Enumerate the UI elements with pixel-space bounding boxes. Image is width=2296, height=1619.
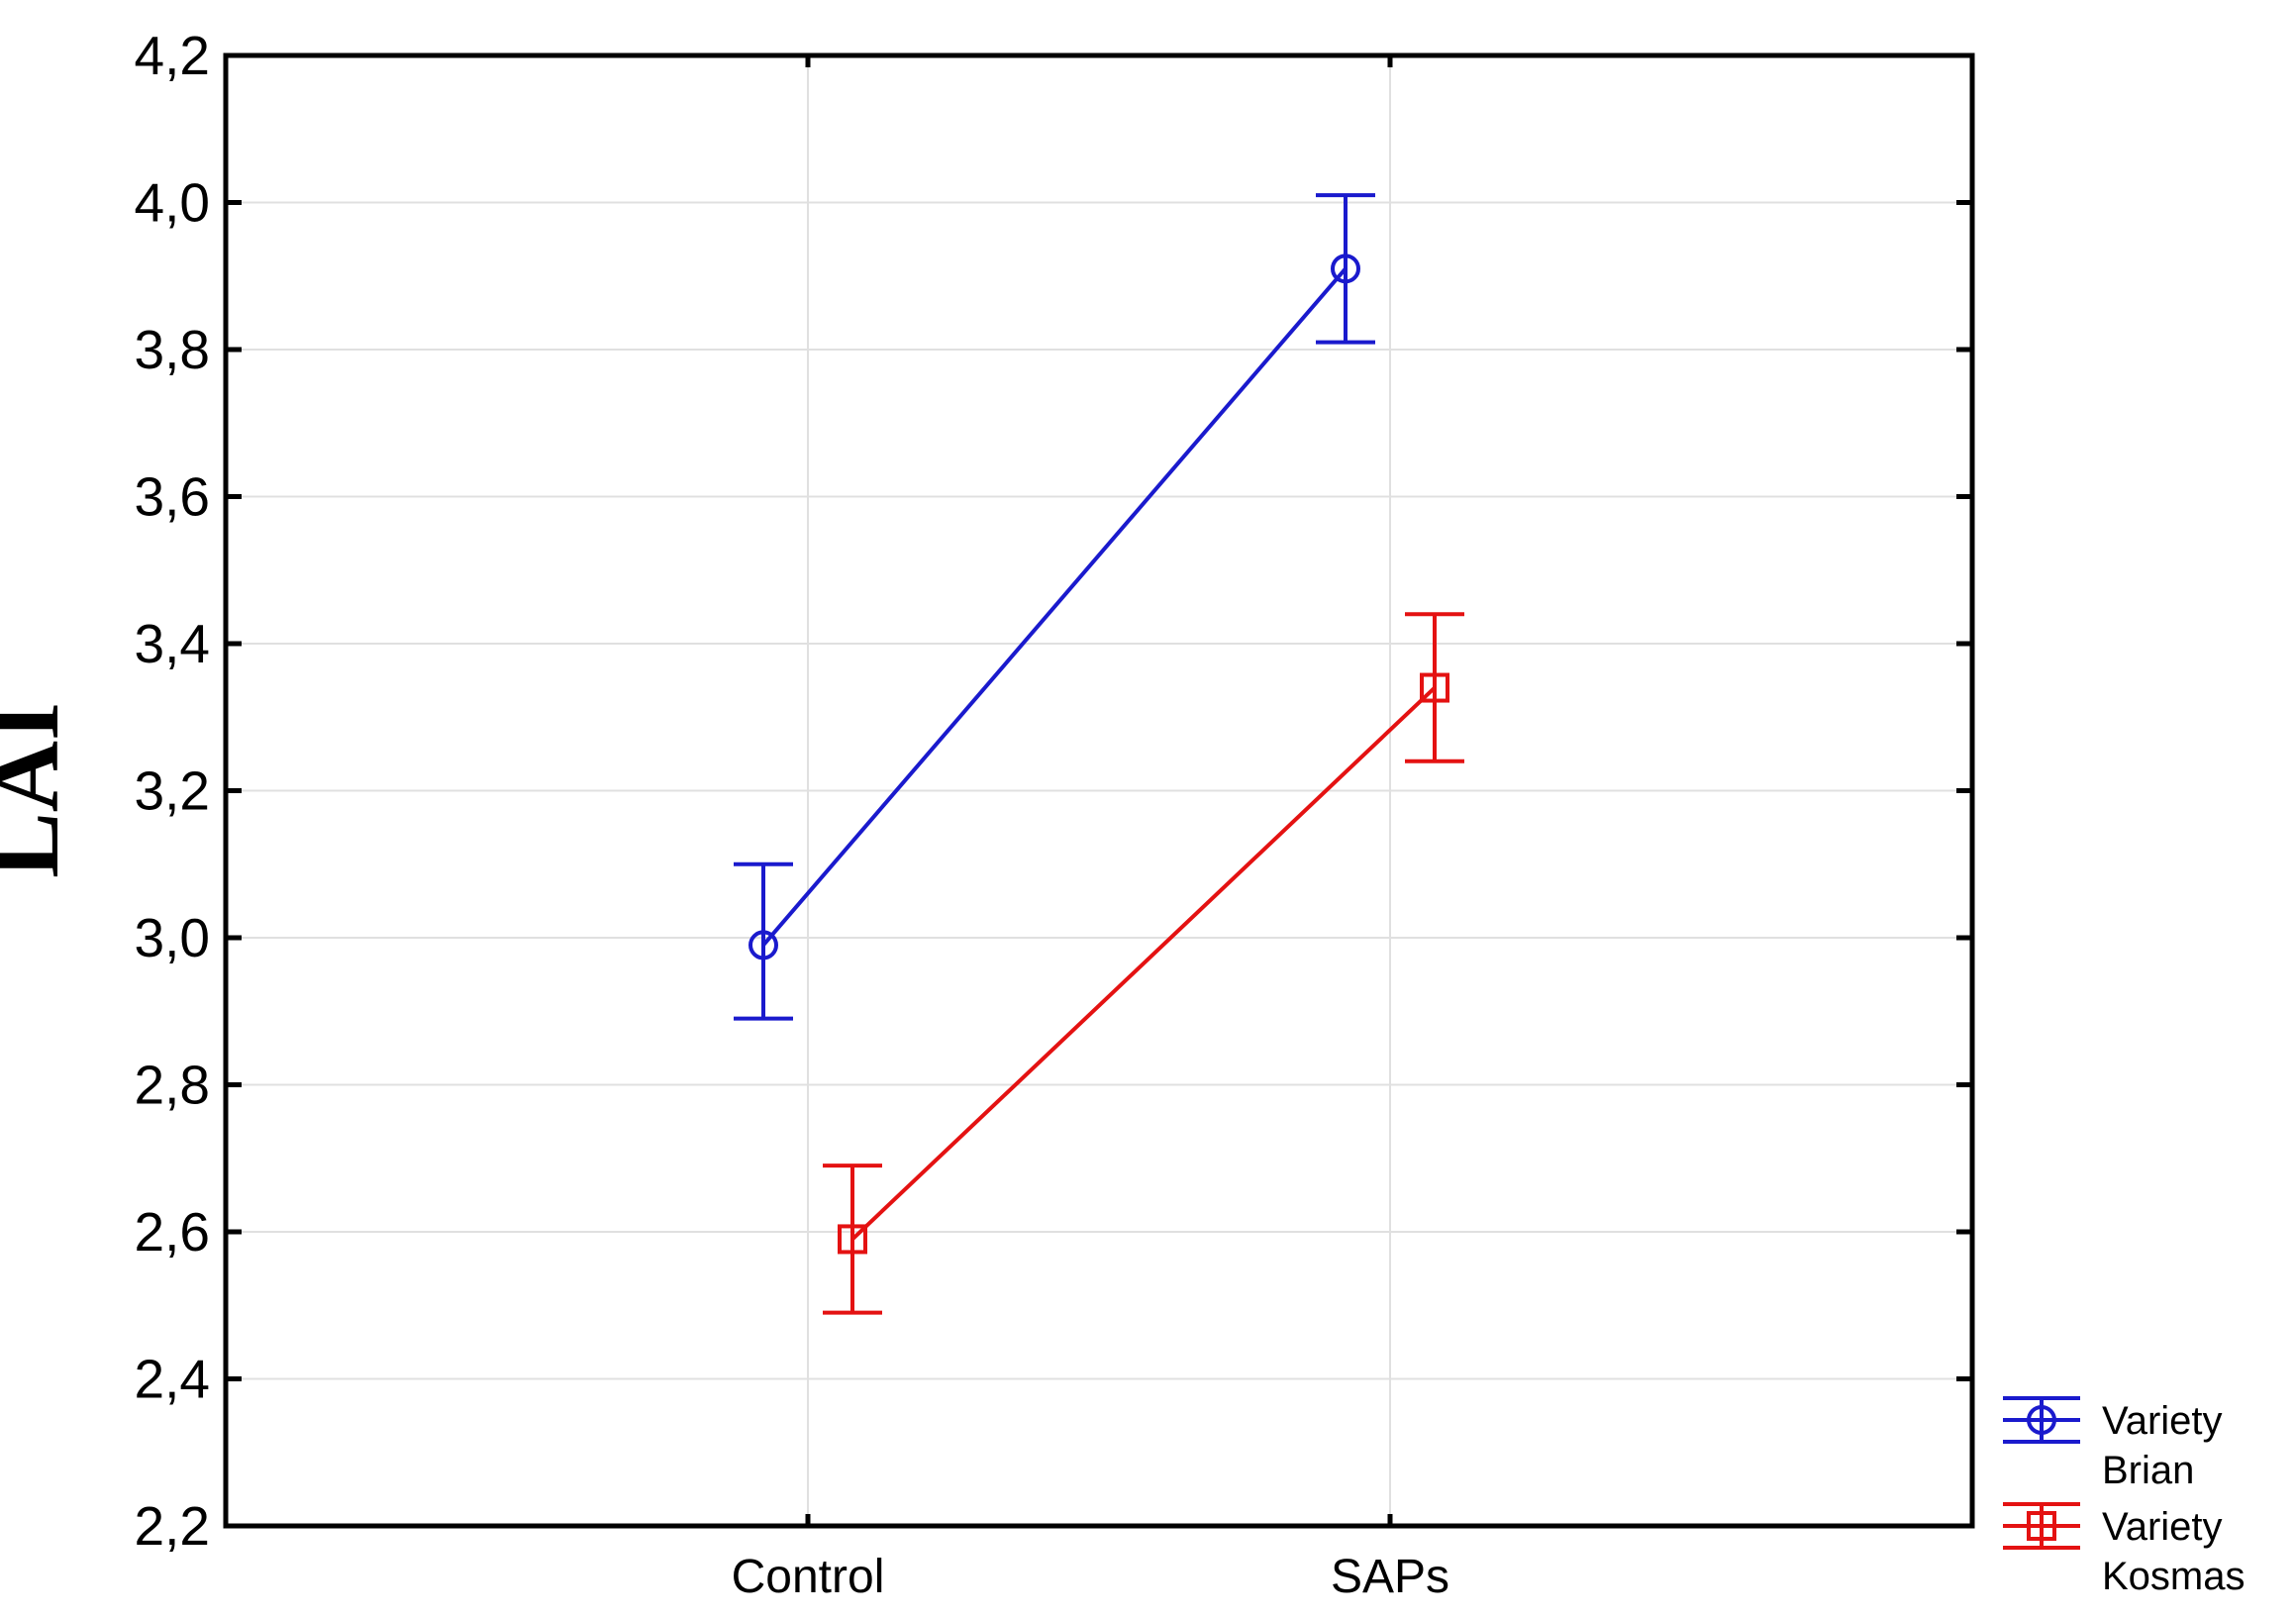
data-point-marker <box>838 1224 867 1255</box>
x-category-label: SAPs <box>1331 1551 1449 1603</box>
legend-label: Variety <box>2102 1399 2223 1443</box>
y-axis-title: LAI <box>0 702 79 878</box>
y-tick-label: 2,4 <box>135 1349 210 1410</box>
y-tick-label: 3,6 <box>135 466 210 528</box>
y-tick-label: 3,0 <box>135 907 210 968</box>
y-tick-label: 3,4 <box>135 613 210 674</box>
legend-label: Variety <box>2102 1505 2223 1549</box>
series-line <box>761 267 1348 947</box>
legend-label: Brian <box>2102 1449 2194 1492</box>
y-tick-label: 3,8 <box>135 319 210 380</box>
y-tick-label: 2,2 <box>135 1495 210 1557</box>
y-tick-label: 2,8 <box>135 1055 210 1116</box>
legend-label: Kosmas <box>2102 1555 2246 1598</box>
data-point-marker <box>749 930 778 961</box>
data-point-marker <box>1331 253 1360 284</box>
series-line <box>850 686 1437 1241</box>
y-tick-label: 4,2 <box>135 25 210 86</box>
legend-marker <box>2027 1511 2056 1541</box>
y-tick-label: 3,2 <box>135 760 210 822</box>
x-category-label: Control <box>732 1551 885 1603</box>
data-point-marker <box>1420 672 1449 703</box>
legend-marker <box>2027 1405 2056 1435</box>
y-tick-label: 4,0 <box>135 172 210 234</box>
y-tick-label: 2,6 <box>135 1201 210 1263</box>
